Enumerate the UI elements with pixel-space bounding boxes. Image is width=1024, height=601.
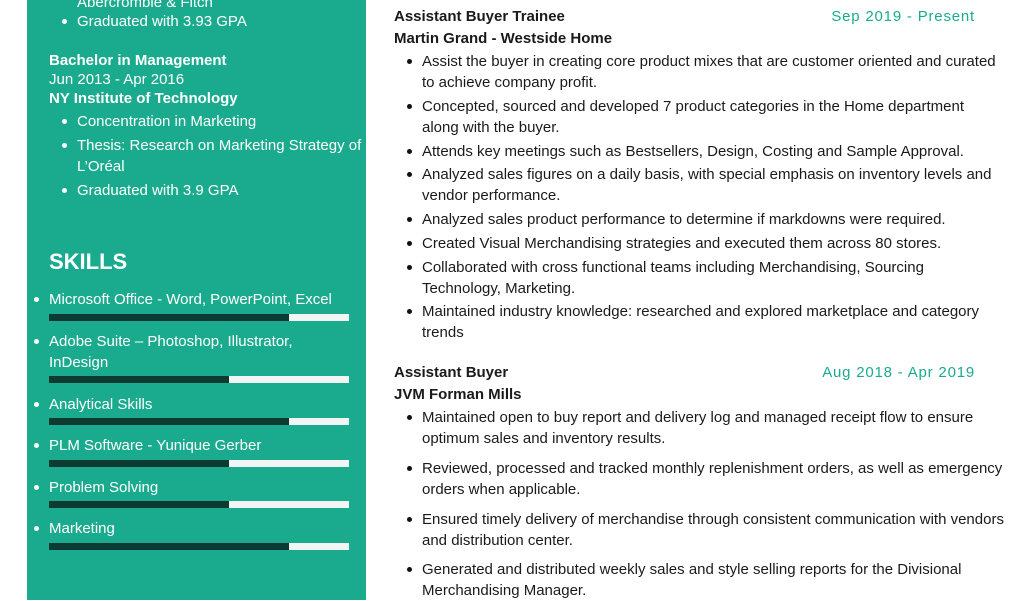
dates: Jun 2013 - Apr 2016 bbox=[49, 71, 185, 88]
bullet: Graduated with 3.93 GPA bbox=[62, 11, 365, 32]
bullet: Generated and distributed weekly sales a… bbox=[407, 559, 1004, 601]
bullet: Analyzed sales figures on a daily basis,… bbox=[407, 164, 1004, 206]
bullet-line: Abercrombie & Fitch bbox=[77, 0, 213, 11]
skill-name: Adobe Suite – Photoshop, Illustrator, In… bbox=[34, 331, 349, 373]
bullet: Assist the buyer in creating core produc… bbox=[407, 51, 1004, 93]
bullet: Graduated with 3.9 GPA bbox=[62, 180, 365, 201]
skill-name: Problem Solving bbox=[34, 477, 349, 498]
sidebar bbox=[27, 0, 366, 600]
bullet: Analyzed sales product performance to de… bbox=[407, 209, 1004, 230]
skill-level bbox=[49, 543, 289, 550]
skill-name: Marketing bbox=[34, 518, 349, 539]
company: Martin Grand - Westside Home bbox=[394, 30, 613, 47]
degree: Bachelor in Management bbox=[49, 52, 227, 69]
skill-level bbox=[49, 460, 229, 467]
bullet: Maintained industry knowledge: researche… bbox=[407, 301, 1004, 343]
skill-name: Microsoft Office - Word, PowerPoint, Exc… bbox=[34, 289, 349, 310]
company: JVM Forman Mills bbox=[394, 386, 522, 403]
skill-level bbox=[49, 418, 289, 425]
bullet: Concepted, sourced and developed 7 produ… bbox=[407, 96, 1004, 138]
bullet: Created Visual Merchandising strategies … bbox=[407, 233, 1004, 254]
job-dates: Sep 2019 - Present bbox=[831, 8, 975, 25]
skill-name: PLM Software - Yunique Gerber bbox=[34, 435, 349, 456]
job-title: Assistant Buyer Trainee bbox=[394, 8, 565, 25]
bullet: Ensured timely delivery of merchandise t… bbox=[407, 511, 1004, 549]
job-title: Assistant Buyer bbox=[394, 364, 509, 381]
job-dates: Aug 2018 - Apr 2019 bbox=[822, 364, 975, 381]
section-heading: SKILLS bbox=[49, 249, 128, 274]
school: NY Institute of Technology bbox=[49, 90, 238, 107]
bullet: Collaborated with cross functional teams… bbox=[407, 257, 1004, 299]
skill-level bbox=[49, 501, 229, 508]
bullet: Concentration in Marketing bbox=[62, 111, 365, 132]
bullet: Attends key meetings such as Bestsellers… bbox=[407, 141, 1004, 162]
skill-name: Analytical Skills bbox=[34, 394, 349, 415]
skill-level bbox=[49, 314, 289, 321]
skill-level bbox=[49, 376, 229, 383]
bullet: Maintained open to buy report and delive… bbox=[407, 407, 1004, 449]
bullet: Thesis: Research on Marketing Strategy o… bbox=[62, 135, 365, 177]
bullet: Reviewed, processed and tracked monthly … bbox=[407, 460, 1003, 498]
